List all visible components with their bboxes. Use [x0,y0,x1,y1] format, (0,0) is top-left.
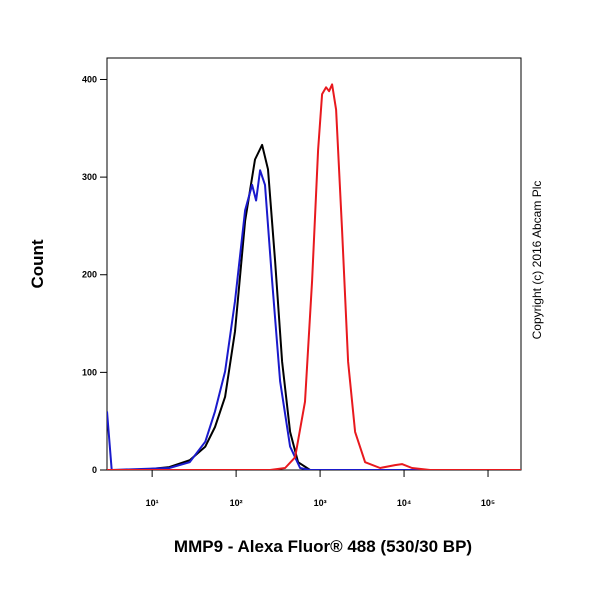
x-axis-label: MMP9 - Alexa Fluor® 488 (530/30 BP) [174,537,472,556]
x-tick-label: 10⁵ [481,498,495,508]
y-axis-label: Count [28,239,47,288]
copyright-annotation: Copyright (c) 2016 Abcam Plc [530,181,544,340]
x-tick-label: 10⁴ [397,498,411,508]
histogram-line [107,169,521,470]
x-tick-label: 10³ [314,498,327,508]
y-tick-label: 200 [82,270,97,280]
histogram-line [107,83,521,470]
y-tick-label: 300 [82,172,97,182]
y-tick-label: 0 [92,465,97,475]
plot-lines [107,83,521,470]
y-tick-label: 100 [82,367,97,377]
x-tick-label: 10² [230,498,243,508]
plot-frame [106,57,522,471]
y-tick-label: 400 [82,74,97,84]
x-tick-label: 10¹ [146,498,159,508]
histogram-line [107,143,521,470]
